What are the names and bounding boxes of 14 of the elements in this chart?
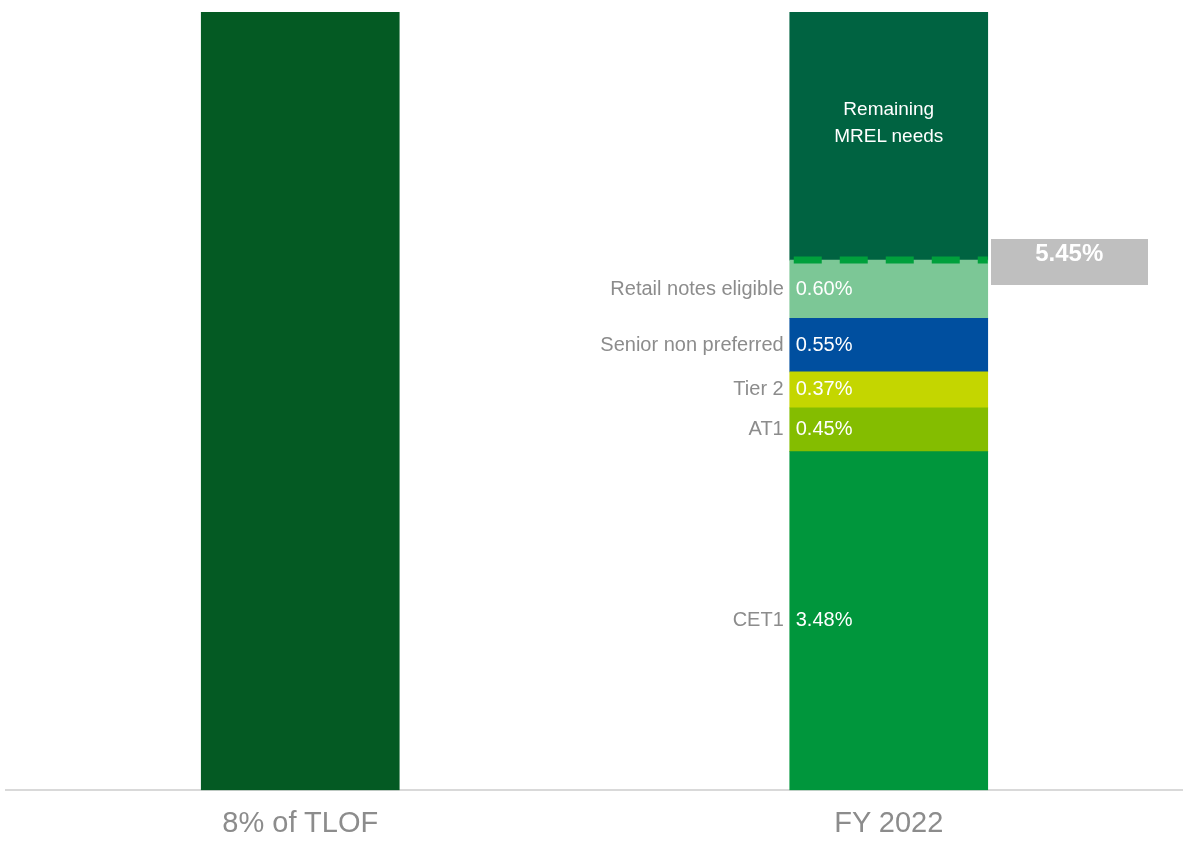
x-tick-label: 8% of TLOF xyxy=(222,805,379,838)
data-label: 0.55% xyxy=(795,332,853,355)
callout-box: 5.45% xyxy=(990,239,1148,286)
data-label: 0.45% xyxy=(795,417,853,440)
data-label: 3.48% xyxy=(795,608,853,631)
x-tick-label: FY 2022 xyxy=(834,805,944,838)
series-label: Senior non preferred xyxy=(600,332,784,355)
data-label: 0.37% xyxy=(795,377,853,400)
series-label: Remaining MREL needs xyxy=(834,98,944,147)
series-label: AT1 xyxy=(748,417,784,440)
series-label: CET1 xyxy=(732,608,784,631)
series-label: Retail notes eligible xyxy=(610,276,784,299)
data-label: 0.60% xyxy=(795,276,853,299)
series-label: Tier 2 xyxy=(733,377,784,400)
